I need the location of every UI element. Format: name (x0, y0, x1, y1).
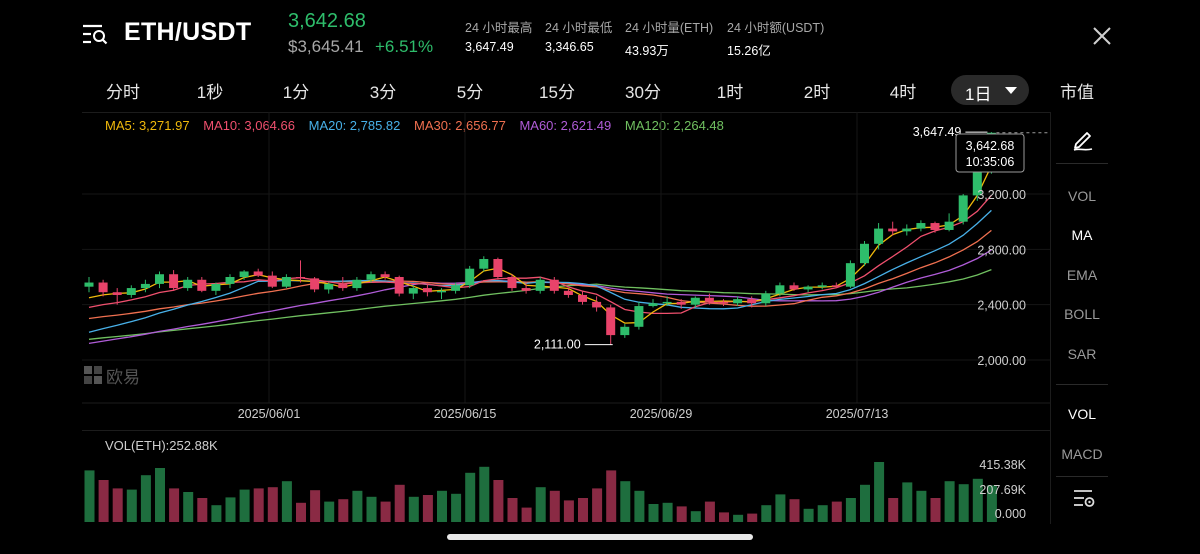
indicator-vol-main[interactable]: VOL (1067, 188, 1096, 204)
stat-value: 3,346.65 (545, 40, 594, 54)
home-indicator (447, 534, 753, 540)
indicator-ma[interactable]: MA (1071, 227, 1093, 243)
tab-timeshare[interactable]: 分时 (106, 83, 140, 102)
menu-search-icon[interactable] (82, 24, 108, 46)
tab-15m[interactable]: 15分 (539, 83, 575, 102)
tab-1s[interactable]: 1秒 (196, 83, 224, 102)
stat-label: 24 小时额(USDT) (727, 21, 825, 35)
draw-pen-icon[interactable] (1070, 126, 1096, 152)
header: ETH/USDT 3,642.68 $3,645.41 +6.51% 24 小时… (0, 0, 1200, 70)
stat-24h-high: 24 小时最高 3,647.49 (465, 17, 532, 54)
ma5-value: MA5: 3,271.97 (105, 118, 190, 133)
volume-panel[interactable] (82, 430, 1050, 524)
stat-value: 43.93万 (625, 44, 669, 58)
ma-legend: MA5: 3,271.97 MA10: 3,064.66 MA20: 2,785… (105, 118, 734, 133)
indicator-ema[interactable]: EMA (1066, 267, 1098, 283)
tab-2h[interactable]: 2时 (803, 83, 831, 102)
indicator-macd[interactable]: MACD (1061, 446, 1103, 462)
date-tick-label: 2025/06/29 (630, 407, 693, 421)
stat-24h-low: 24 小时最低 3,346.65 (545, 17, 612, 54)
tab-5m[interactable]: 5分 (456, 83, 484, 102)
indicator-sar[interactable]: SAR (1067, 346, 1097, 362)
tab-30m[interactable]: 30分 (625, 83, 661, 102)
date-tick-label: 2025/07/13 (826, 407, 889, 421)
last-price: 3,642.68 (288, 10, 366, 32)
volume-label: VOL(ETH):252.88K (105, 438, 218, 453)
ma60-value: MA60: 2,621.49 (519, 118, 612, 133)
ma30-value: MA30: 2,656.77 (414, 118, 506, 133)
stat-value: 15.26亿 (727, 44, 771, 58)
toolbar-separator (1056, 163, 1108, 164)
tab-1h[interactable]: 1时 (716, 83, 744, 102)
ma120-value: MA120: 2,264.48 (624, 118, 724, 133)
toolbar-separator (1056, 476, 1108, 477)
date-tick-label: 2025/06/01 (238, 407, 301, 421)
fiat-price: $3,645.41 (288, 37, 364, 56)
toolbar-divider (1050, 112, 1051, 524)
chevron-down-icon (1005, 87, 1017, 94)
timeframe-tabs: 分时 1秒 1分 3分 5分 15分 30分 1时 2时 4时 市值 (0, 72, 1200, 108)
price-change: +6.51% (375, 37, 434, 56)
tab-1m[interactable]: 1分 (282, 83, 310, 102)
stat-label: 24 小时最高 (465, 21, 533, 35)
tab-1d-label: 1日 (965, 85, 992, 104)
stat-label: 24 小时最低 (545, 21, 613, 35)
indicator-boll[interactable]: BOLL (1064, 306, 1100, 322)
tab-3m[interactable]: 3分 (369, 83, 397, 102)
candlestick-panel[interactable] (82, 112, 1050, 404)
stat-24h-turnover: 24 小时额(USDT) 15.26亿 (727, 17, 824, 59)
ma20-value: MA20: 2,785.82 (308, 118, 401, 133)
date-tick-label: 2025/06/15 (434, 407, 497, 421)
stat-24h-volume: 24 小时量(ETH) 43.93万 (625, 17, 713, 59)
tab-1d-dropdown[interactable]: 1日 (951, 75, 1029, 105)
tab-market-cap[interactable]: 市值 (1060, 83, 1094, 102)
stat-value: 3,647.49 (465, 40, 514, 54)
ma10-value: MA10: 3,064.66 (203, 118, 295, 133)
toolbar-separator (1056, 384, 1108, 385)
pair-title[interactable]: ETH/USDT (124, 18, 252, 46)
close-icon[interactable] (1090, 24, 1114, 48)
indicator-settings-icon[interactable] (1072, 488, 1096, 510)
indicator-vol-sub[interactable]: VOL (1067, 406, 1096, 422)
tab-4h[interactable]: 4时 (889, 83, 917, 102)
stat-label: 24 小时量(ETH) (625, 21, 714, 35)
